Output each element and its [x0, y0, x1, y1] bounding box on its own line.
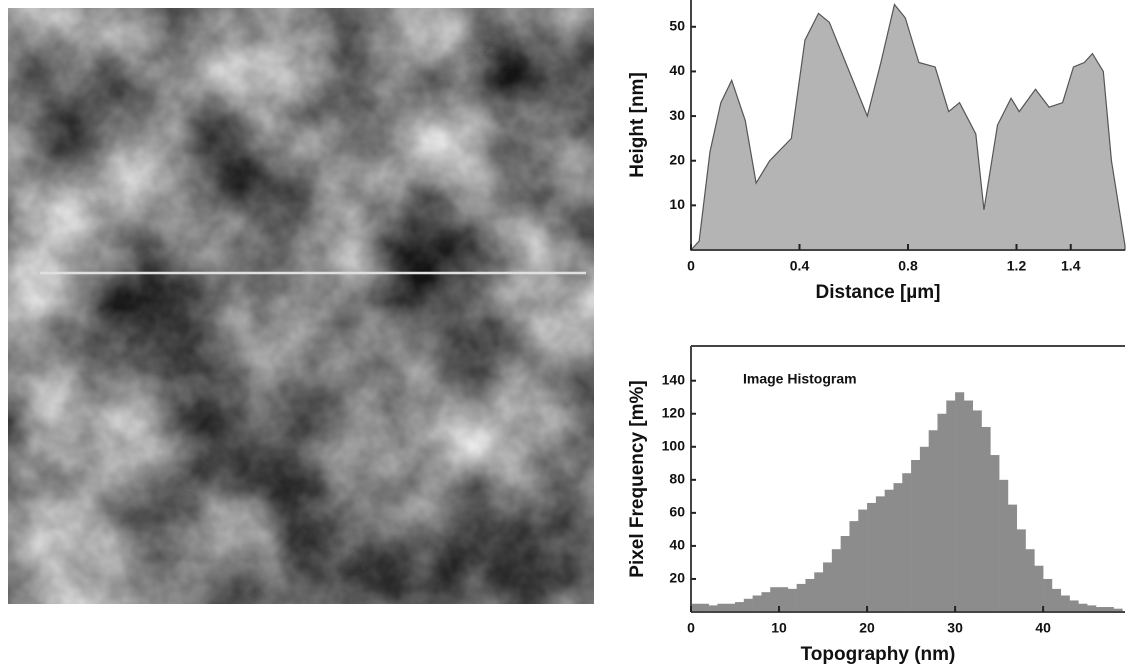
- y-tick-label: 10: [669, 196, 685, 212]
- histogram-bar: [858, 509, 868, 612]
- histogram-bar: [805, 578, 815, 612]
- y-tick-label: 120: [662, 404, 686, 420]
- histogram-bar: [849, 521, 859, 612]
- histogram-bar: [735, 602, 745, 612]
- histogram-bar: [1104, 607, 1114, 612]
- x-tick-label: 0: [687, 620, 695, 636]
- histogram-bar: [875, 496, 885, 612]
- histogram-bar: [1113, 608, 1123, 612]
- histogram-bar: [726, 603, 736, 612]
- histogram-bar: [1025, 549, 1035, 612]
- histogram-bar: [1043, 578, 1053, 612]
- histogram-bar: [770, 587, 780, 612]
- histogram-chart: 0 10 20 30 40 20 40 60 80 100 120 140 Topography (nm…: [627, 345, 1125, 665]
- histogram-bar: [919, 446, 929, 612]
- histogram-bar: [1087, 605, 1097, 612]
- histogram-bar: [691, 603, 701, 612]
- y-tick-label: 40: [669, 62, 685, 78]
- histogram-bar: [1051, 588, 1062, 612]
- histogram-bar: [867, 502, 877, 612]
- histogram-bar: [1095, 607, 1106, 612]
- x-tick-label: 10: [771, 620, 787, 636]
- y-tick-label: 80: [669, 471, 685, 487]
- x-tick-label: 0.4: [790, 258, 810, 274]
- histogram-bar: [981, 426, 991, 612]
- height-profile-chart: 0 0.4 0.8 1.2 1.4 10 20 30 40 50 Distance [µm] Heig…: [627, 0, 1126, 303]
- histogram-bar: [708, 605, 718, 612]
- histogram-bar: [1069, 600, 1079, 612]
- x-axis-title: Topography (nm): [801, 644, 956, 665]
- histogram-bar: [946, 400, 956, 612]
- x-tick-label: 0: [687, 258, 695, 274]
- histogram-bar: [902, 473, 912, 612]
- histogram-bar: [761, 592, 771, 612]
- histogram-bar: [743, 598, 753, 612]
- x-tick-label: 20: [859, 620, 875, 636]
- x-tick-label: 0.8: [898, 258, 918, 274]
- x-tick-label: 1.2: [1007, 258, 1027, 274]
- afm-image: [8, 8, 594, 604]
- y-tick-label: 50: [669, 17, 685, 33]
- x-tick-label: 30: [947, 620, 963, 636]
- histogram-bar: [893, 483, 903, 612]
- y-axis-title: Height [nm]: [627, 72, 648, 178]
- histogram-bar: [787, 588, 797, 612]
- x-tick-label: 1.4: [1061, 258, 1081, 274]
- histogram-bar: [717, 603, 727, 612]
- histogram-bar: [911, 460, 921, 612]
- histogram-bar: [699, 603, 709, 612]
- histogram-bar: [963, 400, 974, 612]
- histogram-bar: [999, 479, 1009, 612]
- y-tick-label: 100: [662, 437, 686, 453]
- histogram-bar: [990, 455, 1000, 612]
- histogram-bar: [937, 413, 947, 612]
- histogram-bar: [779, 587, 789, 612]
- histogram-bar: [1007, 504, 1018, 612]
- y-tick-label: 60: [669, 504, 685, 520]
- histogram-bar: [928, 430, 938, 612]
- y-tick-label: 20: [669, 570, 685, 586]
- histogram-bar: [1078, 603, 1088, 612]
- histogram-bar: [796, 583, 806, 612]
- histogram-bar: [1016, 529, 1026, 612]
- histogram-bar: [823, 562, 833, 612]
- height-area: [689, 3, 1126, 251]
- x-axis-title: Distance [µm]: [816, 282, 941, 303]
- y-tick-label: 20: [669, 151, 685, 167]
- histogram-bar: [814, 572, 824, 612]
- histogram-bar: [1034, 565, 1044, 612]
- y-tick-label: 140: [662, 371, 686, 387]
- x-tick-label: 40: [1035, 620, 1051, 636]
- y-axis-title: Pixel Frequency [m%]: [627, 380, 648, 577]
- histogram-bar: [1060, 595, 1070, 612]
- histogram-bar: [831, 549, 841, 612]
- y-tick-label: 30: [669, 107, 685, 123]
- histogram-bar: [752, 595, 762, 612]
- histogram-bar: [955, 392, 965, 612]
- histogram-bar: [884, 489, 894, 612]
- histogram-bar: [840, 536, 850, 612]
- histogram-bar: [972, 410, 982, 612]
- annotation: Image Histogram: [743, 371, 857, 387]
- y-tick-label: 40: [669, 537, 685, 553]
